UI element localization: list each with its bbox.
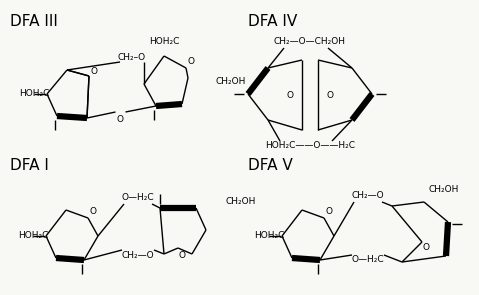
Text: CH₂OH: CH₂OH [216,78,246,86]
Text: HOH₂C: HOH₂C [19,89,49,99]
Text: CH₂—O: CH₂—O [352,191,384,201]
Text: O: O [286,91,294,101]
Text: O: O [327,91,333,101]
Text: CH₂–O: CH₂–O [118,53,146,61]
Text: O: O [179,252,185,260]
Text: O: O [91,66,98,76]
Text: DFA V: DFA V [248,158,293,173]
Text: O: O [90,207,96,217]
Text: DFA III: DFA III [10,14,58,29]
Text: O: O [187,57,194,65]
Text: O—H₂C: O—H₂C [352,255,384,265]
Text: CH₂—O: CH₂—O [122,250,154,260]
Text: O: O [422,243,430,253]
Text: DFA I: DFA I [10,158,49,173]
Text: O—H₂C: O—H₂C [122,194,154,202]
Text: CH₂—O—CH₂OH: CH₂—O—CH₂OH [274,37,346,47]
Text: CH₂OH: CH₂OH [226,197,256,206]
Text: O: O [117,114,124,124]
Text: HOH₂C: HOH₂C [18,232,48,240]
Text: O: O [326,207,332,217]
Text: HOH₂C: HOH₂C [149,37,179,47]
Text: HOH₂C: HOH₂C [254,232,285,240]
Text: HOH₂C——O——H₂C: HOH₂C——O——H₂C [265,142,355,150]
Text: CH₂OH: CH₂OH [429,186,459,194]
Text: DFA IV: DFA IV [248,14,297,29]
